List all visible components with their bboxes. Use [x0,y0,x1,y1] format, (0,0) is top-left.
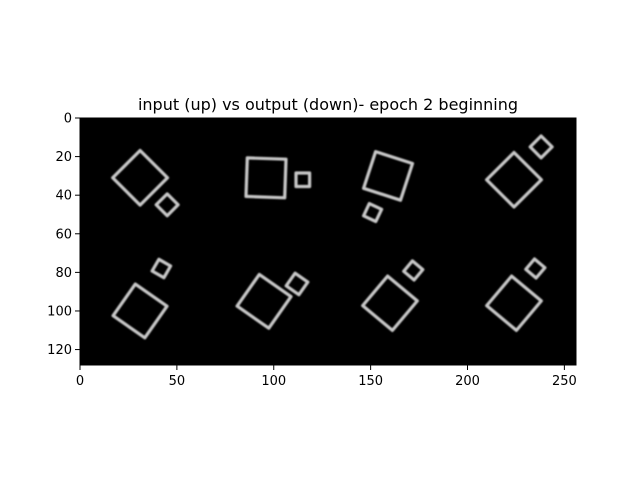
input-square-6 [485,150,544,209]
output-square-8 [111,282,169,340]
axes-frame [79,117,577,366]
x-tick-label: 150 [358,374,383,389]
input-square-0 [111,148,170,207]
y-tick-label: 40 [55,189,72,204]
input-square-1 [154,192,180,218]
output-square-14 [485,274,543,332]
input-square-2 [244,156,288,200]
output-square-13 [402,259,425,282]
output-square-15 [524,257,547,280]
image-area [80,118,576,365]
y-tick-label: 60 [55,227,72,242]
y-tick-label: 120 [47,343,72,358]
y-tick-label: 0 [64,112,72,127]
output-square-9 [150,257,173,280]
output-square-10 [235,272,293,330]
input-square-7 [528,134,554,160]
chart-title: input (up) vs output (down)- epoch 2 beg… [138,95,518,114]
y-tick-label: 80 [55,266,72,281]
y-tick-label: 20 [55,150,72,165]
input-square-4 [362,150,415,202]
output-square-11 [284,271,310,297]
y-tick-label: 100 [47,304,72,319]
x-tick-label: 250 [552,374,577,389]
x-tick-label: 100 [261,374,286,389]
x-axis: 0 50 100 150 200 250 [76,365,577,389]
x-tick-label: 200 [455,374,480,389]
input-square-3 [294,171,312,189]
y-axis: 0 20 40 60 80 100 120 [47,112,80,358]
input-square-5 [362,202,384,224]
image-shapes [111,134,554,340]
output-square-12 [361,274,419,332]
x-tick-label: 0 [76,374,84,389]
x-tick-label: 50 [169,374,186,389]
